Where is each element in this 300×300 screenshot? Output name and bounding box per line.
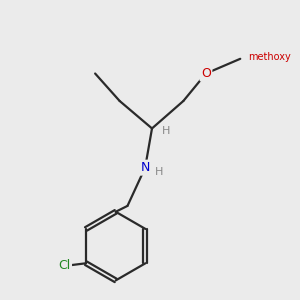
Text: methoxy: methoxy — [248, 52, 291, 62]
Text: H: H — [155, 167, 163, 177]
Text: Cl: Cl — [58, 259, 70, 272]
Text: N: N — [140, 161, 150, 174]
Text: O: O — [201, 67, 211, 80]
Text: H: H — [161, 126, 170, 136]
